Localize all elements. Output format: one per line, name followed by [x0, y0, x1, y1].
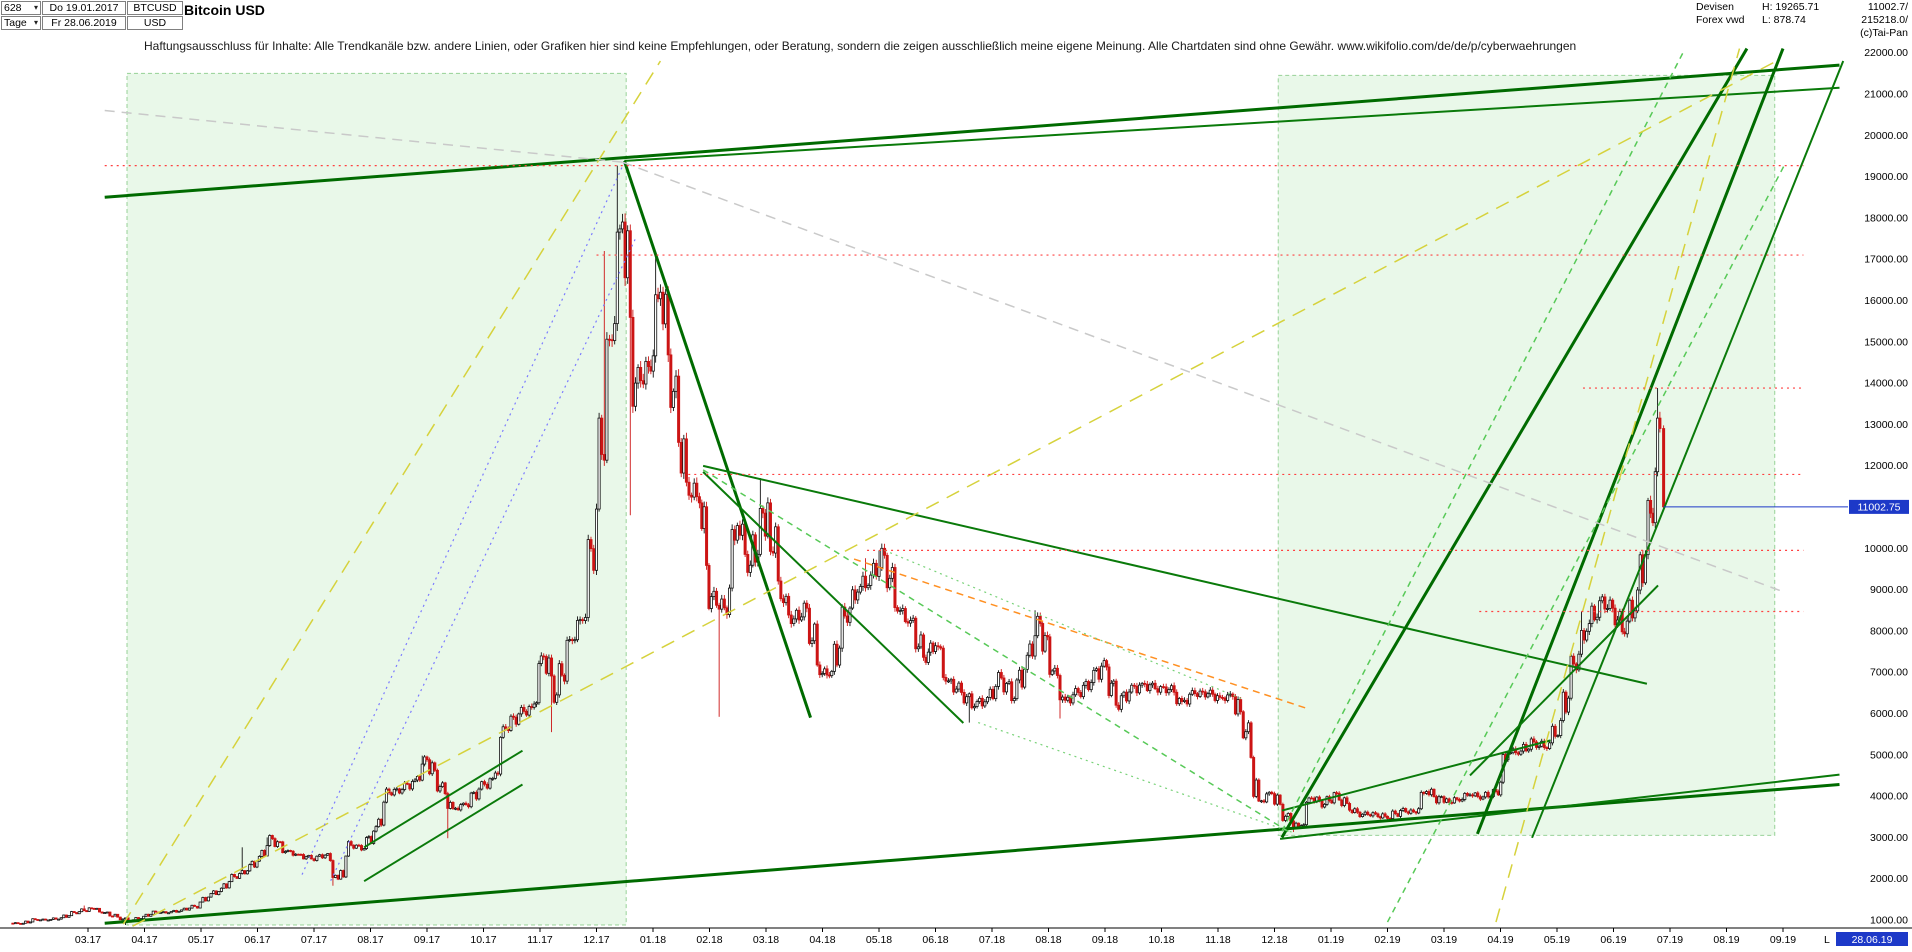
x-axis-tick-label: 01.18 — [640, 934, 666, 946]
trendline-channel-major — [104, 63, 1840, 199]
y-axis-tick-label: 22000.00 — [1864, 47, 1908, 59]
trendline-fan-dotted-green — [977, 722, 1296, 834]
x-axis-tick-label: 08.17 — [357, 934, 383, 946]
y-axis-tick-label: 4000.00 — [1870, 791, 1908, 803]
x-axis-tick-label: 06.19 — [1600, 934, 1626, 946]
x-axis-tick-label: 12.18 — [1261, 934, 1287, 946]
y-axis-tick-label: 7000.00 — [1870, 667, 1908, 679]
x-axis-tick-label: 02.19 — [1374, 934, 1400, 946]
x-axis-tick-label: 06.18 — [922, 934, 948, 946]
y-axis-tick-label: 9000.00 — [1870, 584, 1908, 596]
trendline-trend-minor — [702, 471, 965, 724]
x-axis-tick-label: 12.17 — [583, 934, 609, 946]
trendline-support-dashed — [702, 469, 1292, 834]
y-axis-tick-label: 13000.00 — [1864, 419, 1908, 431]
trendline-channel-major — [622, 160, 812, 719]
y-axis-tick-label: 6000.00 — [1870, 708, 1908, 720]
trendline-trend-minor — [1279, 773, 1840, 840]
y-axis-tick-label: 8000.00 — [1870, 625, 1908, 637]
trendline-yellow-longdash — [132, 60, 1777, 927]
x-axis-tick-label: 08.18 — [1035, 934, 1061, 946]
x-axis-tick-label: 06.17 — [244, 934, 270, 946]
trendline-blue-dotted — [301, 161, 625, 875]
x-axis-tick-label: 11.17 — [527, 934, 553, 946]
last-date-tag-text: 28.06.19 — [1852, 934, 1893, 946]
y-axis-tick-label: 1000.00 — [1870, 915, 1908, 927]
x-axis-tick-label: 03.17 — [75, 934, 101, 946]
trendline-trend-minor — [363, 749, 523, 849]
x-axis-tick-label: 04.18 — [809, 934, 835, 946]
y-axis-tick-label: 21000.00 — [1864, 89, 1908, 101]
trendline-trend-minor — [1531, 60, 1845, 839]
trendline-support-dashed — [1281, 52, 1684, 832]
last-bar-label: L — [1824, 934, 1830, 946]
x-axis-tick-label: 09.17 — [414, 934, 440, 946]
highlight-regions — [126, 72, 1776, 926]
y-axis-tick-label: 10000.00 — [1864, 543, 1908, 555]
x-axis-tick-label: 05.18 — [866, 934, 892, 946]
last-price-tag-text: 11002.75 — [1857, 501, 1900, 513]
trendline-fan-dotted-green — [884, 549, 1243, 700]
trendlines[interactable] — [104, 47, 1845, 927]
x-axis-tick-label: 11.18 — [1205, 934, 1231, 946]
x-axis-tick-label: 10.17 — [470, 934, 496, 946]
x-axis-tick-label: 07.19 — [1657, 934, 1683, 946]
trendline-yellow-longdash — [1495, 48, 1741, 923]
axes: 22000.00 21000.00 20000.00 19000.00 18000.00… — [0, 47, 1912, 946]
x-axis-tick-label: 05.17 — [188, 934, 214, 946]
x-axis-tick-label: 10.18 — [1148, 934, 1174, 946]
y-axis-tick-label: 16000.00 — [1864, 295, 1908, 307]
trendline-gray-dashed — [104, 109, 623, 163]
x-axis-tick-label: 07.17 — [301, 934, 327, 946]
y-axis-tick-label: 2000.00 — [1870, 873, 1908, 885]
trendline-orange-dashed — [853, 558, 1311, 711]
y-axis-tick-label: 3000.00 — [1870, 832, 1908, 844]
trendline-trend-minor — [624, 86, 1840, 162]
trendline-trend-minor — [1469, 584, 1659, 777]
last-price-tag — [1849, 499, 1909, 514]
x-axis-tick-label: 07.18 — [979, 934, 1005, 946]
x-axis-tick-label: 03.18 — [753, 934, 779, 946]
x-axis-tick-label: 09.18 — [1092, 934, 1118, 946]
last-date-tag — [1836, 932, 1908, 946]
y-axis-tick-label: 15000.00 — [1864, 336, 1908, 348]
x-axis-tick-label: 04.17 — [131, 934, 157, 946]
x-axis-tick-label: 02.18 — [696, 934, 722, 946]
x-axis-tick-label: 03.19 — [1431, 934, 1457, 946]
y-axis-tick-label: 14000.00 — [1864, 378, 1908, 390]
trendline-channel-major — [1476, 48, 1785, 835]
y-axis-tick-label: 5000.00 — [1870, 749, 1908, 761]
y-axis-tick-label: 17000.00 — [1864, 254, 1908, 266]
trendline-trend-minor — [702, 464, 1648, 685]
y-axis-tick-label: 20000.00 — [1864, 130, 1908, 142]
x-axis-tick-label: 09.19 — [1770, 934, 1796, 946]
x-axis-tick-label: 05.19 — [1544, 934, 1570, 946]
trendline-gray-dashed — [622, 161, 1784, 593]
x-axis-tick-label: 08.19 — [1713, 934, 1739, 946]
trendline-channel-major — [1280, 47, 1749, 839]
trendline-trend-minor — [363, 783, 523, 883]
y-axis-tick-label: 18000.00 — [1864, 212, 1908, 224]
trendline-yellow-longdash — [122, 60, 662, 925]
trendline-trend-minor — [1281, 739, 1551, 812]
plot-area[interactable] — [11, 47, 1848, 927]
x-axis-tick-label: 04.19 — [1487, 934, 1513, 946]
y-axis-tick-label: 19000.00 — [1864, 171, 1908, 183]
y-axis-tick-label: 12000.00 — [1864, 460, 1908, 472]
trendline-blue-dotted — [330, 238, 637, 882]
x-axis-tick-label: 01.19 — [1318, 934, 1344, 946]
